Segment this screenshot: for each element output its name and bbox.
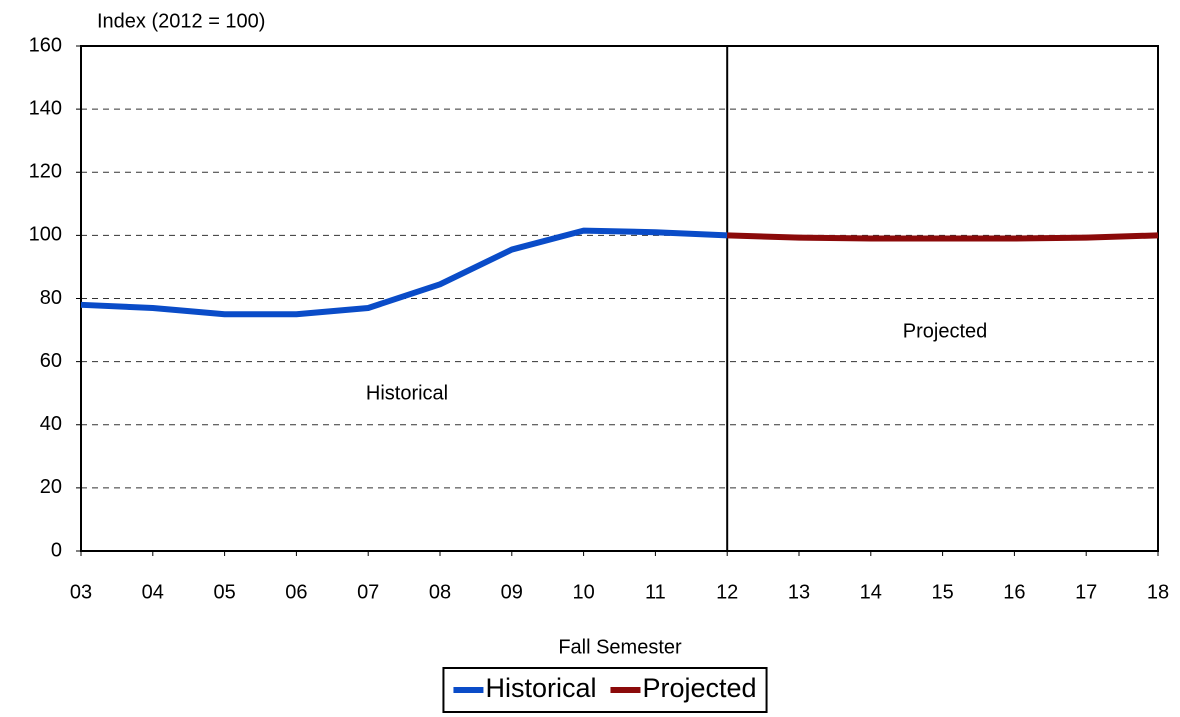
x-tick-label: 10: [572, 581, 594, 603]
y-tick-label: 120: [29, 161, 62, 183]
x-tick-label: 15: [931, 581, 953, 603]
x-tick-label: 14: [860, 581, 882, 603]
y-tick-label: 60: [40, 350, 62, 372]
series-line: [80, 227, 728, 318]
x-tick-label: 17: [1075, 581, 1097, 603]
y-axis-title: Index (2012 = 100): [97, 10, 265, 32]
x-tick-label: 11: [645, 581, 666, 603]
legend: Historical Projected: [442, 667, 768, 713]
x-tick-label: 05: [213, 581, 235, 603]
x-tick-label: 09: [501, 581, 523, 603]
x-tick-label: 18: [1147, 581, 1169, 603]
x-tick-label: 07: [357, 581, 379, 603]
y-tick-label: 160: [29, 34, 62, 56]
legend-label: Historical: [485, 673, 596, 703]
x-tick-label: 08: [429, 581, 451, 603]
legend-box: [442, 667, 768, 713]
annotation: Projected: [903, 320, 988, 342]
y-tick-label: 40: [40, 413, 62, 435]
x-tick-label: 06: [285, 581, 307, 603]
x-tick-label: 03: [70, 581, 92, 603]
x-tick-label: 12: [716, 581, 738, 603]
y-tick-label: 140: [29, 97, 62, 119]
y-tick-label: 100: [29, 224, 62, 246]
y-tick-label: 80: [40, 287, 62, 309]
x-tick-label: 16: [1003, 581, 1025, 603]
series-line: [727, 232, 1159, 242]
legend-label: Projected: [642, 673, 756, 703]
x-tick-label: 04: [142, 581, 164, 603]
annotation: Historical: [366, 382, 448, 404]
y-tick-label: 20: [40, 476, 62, 498]
x-axis-title: Fall Semester: [558, 636, 682, 658]
x-tick-label: 13: [788, 581, 810, 603]
plot-frame: [80, 45, 1159, 552]
y-tick-label: 0: [51, 539, 62, 561]
